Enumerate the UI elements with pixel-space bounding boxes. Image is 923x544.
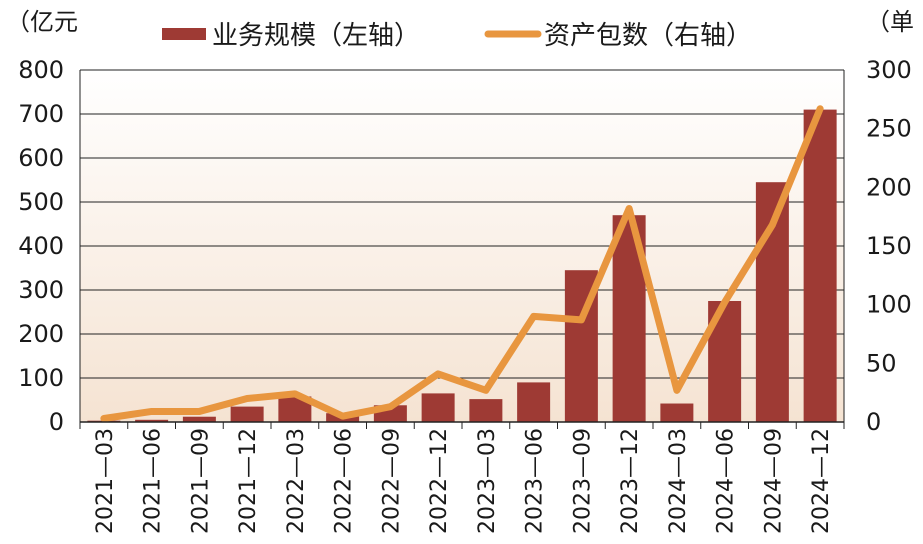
right-tick-label: 250 xyxy=(866,115,912,143)
x-tick-label: 2021—06 xyxy=(141,428,166,534)
left-tick-label: 0 xyxy=(49,408,64,436)
right-tick-label: 150 xyxy=(866,232,912,260)
x-tick-label: 2024—09 xyxy=(761,428,786,534)
legend-bar-swatch xyxy=(162,28,206,40)
left-tick-label: 700 xyxy=(18,100,64,128)
left-tick-label: 200 xyxy=(18,320,64,348)
right-axis-ticks: 0 50 100 150 200 250 300 xyxy=(866,56,912,436)
left-axis-ticks: 0 100 200 300 400 500 600 700 800 xyxy=(18,56,64,436)
left-tick-label: 100 xyxy=(18,364,64,392)
x-tick-label: 2024—06 xyxy=(714,428,739,534)
left-tick-label: 800 xyxy=(18,56,64,84)
bar xyxy=(803,109,837,422)
axes xyxy=(79,69,845,429)
line-series xyxy=(100,105,824,422)
x-tick-label: 2023—06 xyxy=(523,428,548,534)
right-tick-label: 200 xyxy=(866,173,912,201)
x-tick-label: 2021—09 xyxy=(188,428,213,534)
x-tick-label: 2023—12 xyxy=(618,428,643,534)
right-tick-label: 100 xyxy=(866,291,912,319)
left-tick-label: 400 xyxy=(18,232,64,260)
x-tick-label: 2023—09 xyxy=(570,428,595,534)
x-tick-label: 2021—03 xyxy=(93,428,118,534)
x-tick-label: 2022—06 xyxy=(332,428,357,534)
line-path xyxy=(100,105,824,422)
right-tick-label: 300 xyxy=(866,56,912,84)
bar xyxy=(660,403,694,422)
left-axis-unit: （亿元 xyxy=(6,8,78,36)
x-tick-label: 2022—03 xyxy=(284,428,309,534)
legend: 业务规模（左轴） 资产包数（右轴） xyxy=(162,21,752,51)
gridlines xyxy=(80,113,844,379)
left-tick-label: 500 xyxy=(18,188,64,216)
x-tick-label: 2021—12 xyxy=(236,428,261,534)
right-tick-label: 50 xyxy=(866,349,897,377)
bar xyxy=(230,406,264,422)
x-tick-label: 2024—03 xyxy=(666,428,691,534)
x-tick-label: 2022—12 xyxy=(427,428,452,534)
bar xyxy=(517,382,551,422)
legend-line-label: 资产包数（右轴） xyxy=(544,21,752,51)
left-tick-label: 300 xyxy=(18,276,64,304)
right-tick-label: 0 xyxy=(866,408,881,436)
right-axis-unit: （单 xyxy=(866,8,914,36)
left-tick-label: 600 xyxy=(18,144,64,172)
x-axis-ticks: 2021—03 2021—06 2021—09 2021—12 2022—03 2022—… xyxy=(93,428,834,534)
x-tick-label: 2022—09 xyxy=(379,428,404,534)
x-tick-label: 2023—03 xyxy=(475,428,500,534)
x-tick-label: 2024—12 xyxy=(809,428,834,534)
legend-bar-label: 业务规模（左轴） xyxy=(212,21,420,51)
bar xyxy=(135,419,169,422)
bar-series xyxy=(87,109,837,422)
bar xyxy=(469,399,503,422)
bar xyxy=(182,416,216,422)
bar xyxy=(421,393,455,422)
